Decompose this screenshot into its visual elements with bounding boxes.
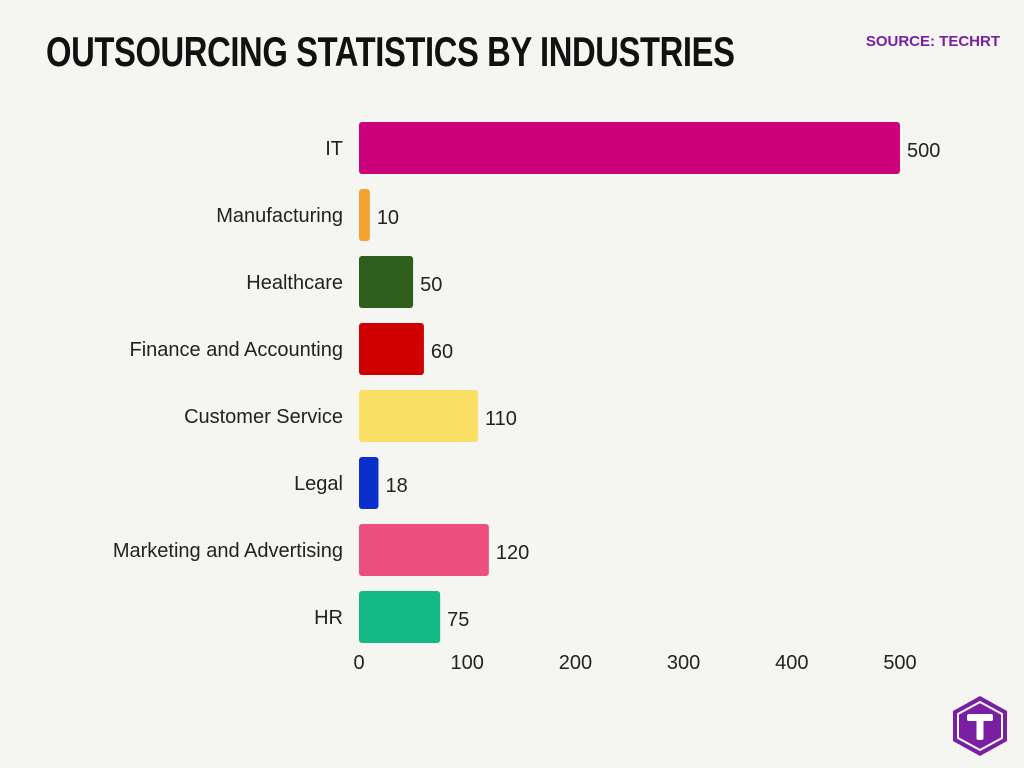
value-label: 110	[485, 408, 517, 430]
value-label: 120	[496, 542, 529, 564]
bar	[359, 457, 379, 509]
x-tick-label: 200	[559, 652, 592, 674]
source-label: SOURCE: TECHRT	[865, 33, 1000, 50]
value-label: 50	[420, 274, 442, 296]
x-tick-label: 300	[667, 652, 700, 674]
value-label: 500	[907, 140, 940, 162]
techrt-logo-icon	[953, 696, 1007, 756]
x-tick-label: 100	[451, 652, 484, 674]
bar	[359, 524, 489, 576]
chart-title: OUTSOURCING STATISTICS BY INDUSTRIES	[46, 28, 735, 75]
value-label: 60	[431, 341, 453, 363]
category-label: IT	[325, 138, 343, 160]
x-tick-label: 0	[353, 652, 364, 674]
bar	[359, 390, 479, 442]
category-label: Legal	[294, 473, 343, 495]
bar	[359, 591, 441, 643]
category-label: HR	[314, 607, 343, 629]
bar	[359, 189, 370, 241]
value-label: 18	[385, 475, 407, 497]
category-label: Finance and Accounting	[130, 339, 344, 361]
bar	[359, 323, 424, 375]
value-label: 75	[447, 609, 469, 631]
category-label: Marketing and Advertising	[113, 540, 343, 562]
category-label: Healthcare	[246, 272, 343, 294]
x-tick-label: 500	[883, 652, 916, 674]
value-label: 10	[377, 207, 399, 229]
category-label: Customer Service	[184, 406, 343, 428]
category-label: Manufacturing	[216, 205, 343, 227]
bar	[359, 256, 414, 308]
bar	[359, 122, 900, 174]
x-tick-label: 400	[775, 652, 808, 674]
